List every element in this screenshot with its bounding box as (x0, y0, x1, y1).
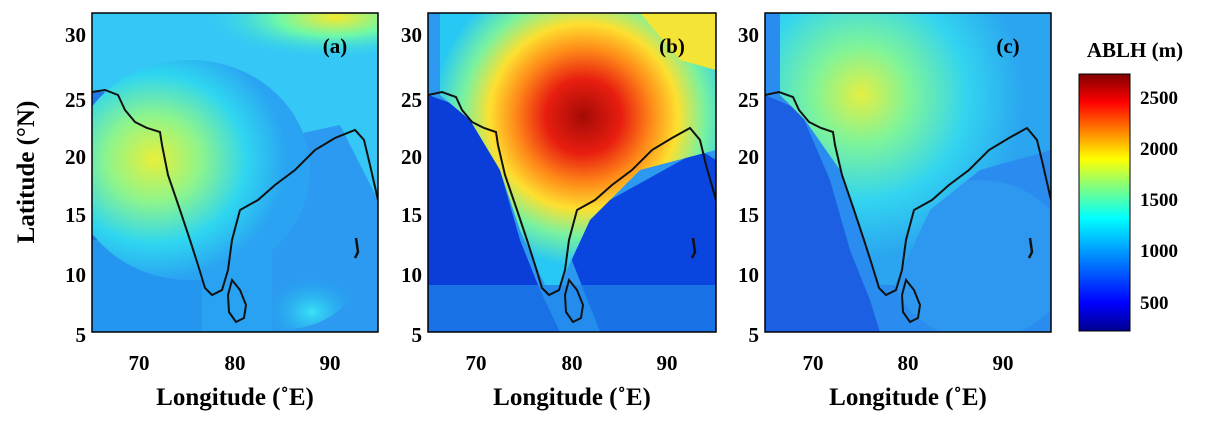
lon-ticks-b: 70 80 90 (466, 351, 678, 375)
lon-tick: 70 (129, 351, 150, 375)
lat-tick: 15 (401, 203, 422, 227)
lon-tick: 70 (803, 351, 824, 375)
lon-ticks-c: 70 80 90 (803, 351, 1014, 375)
panel-c-field (765, 13, 1051, 332)
lat-tick: 15 (738, 203, 759, 227)
colorbar-scale (1078, 73, 1131, 332)
panel-b: (b) (427, 12, 717, 333)
lat-tick: 10 (65, 263, 86, 287)
lat-tick: 5 (76, 323, 87, 347)
sri-lanka-c (900, 277, 922, 324)
lon-tick: 90 (993, 351, 1014, 375)
lat-tick: 25 (401, 88, 422, 112)
lat-ticks-c: 30 25 20 15 10 5 (738, 23, 759, 347)
colorbar-tick: 2500 (1140, 88, 1178, 109)
colorbar-tick: 1500 (1140, 190, 1178, 211)
lat-tick: 20 (738, 145, 759, 169)
colorbar-tick: 1000 (1140, 241, 1178, 262)
lat-tick: 25 (65, 88, 86, 112)
colorbar-tick: 2000 (1140, 139, 1178, 160)
coastline-a (92, 88, 378, 297)
lat-tick: 5 (412, 323, 423, 347)
lat-tick: 30 (65, 23, 86, 47)
lat-ticks-a: 30 25 20 15 10 5 (65, 23, 86, 347)
x-axis-label-b: Longitude (˚E) (493, 384, 651, 411)
lat-tick: 15 (65, 203, 86, 227)
coastline-c (765, 90, 1051, 297)
lon-tick: 80 (225, 351, 246, 375)
lon-tick: 80 (562, 351, 583, 375)
colorbar-title: ABLH (m) (1087, 38, 1183, 62)
lon-ticks-a: 70 80 90 (129, 351, 341, 375)
panel-b-field (428, 13, 716, 332)
y-axis-label: Latitude (°N) (13, 101, 40, 244)
panel-label-c: (c) (996, 34, 1019, 58)
lon-tick: 70 (466, 351, 487, 375)
sri-lanka-a (226, 277, 248, 324)
lat-tick: 30 (738, 23, 759, 47)
panel-label-b: (b) (659, 34, 685, 58)
lon-tick: 90 (657, 351, 678, 375)
lon-tick: 80 (898, 351, 919, 375)
lat-tick: 5 (749, 323, 760, 347)
lon-tick: 90 (320, 351, 341, 375)
lat-tick: 10 (738, 263, 759, 287)
lat-tick: 30 (401, 23, 422, 47)
sri-lanka-b (563, 277, 585, 324)
panel-label-a: (a) (323, 34, 348, 58)
panel-c: (c) (764, 12, 1052, 333)
coastline-b (428, 90, 716, 297)
lat-tick: 20 (65, 145, 86, 169)
lat-tick: 25 (738, 88, 759, 112)
colorbar: ABLH (m) 2500 2000 1500 1000 500 (1078, 38, 1183, 332)
lat-ticks-b: 30 25 20 15 10 5 (401, 23, 422, 347)
lat-tick: 10 (401, 263, 422, 287)
x-axis-label-a: Longitude (˚E) (156, 384, 314, 411)
panel-a-field (92, 13, 378, 332)
panel-a: (a) (91, 12, 379, 333)
colorbar-tick: 500 (1140, 293, 1169, 314)
x-axis-label-c: Longitude (˚E) (829, 384, 987, 411)
lat-tick: 20 (401, 145, 422, 169)
